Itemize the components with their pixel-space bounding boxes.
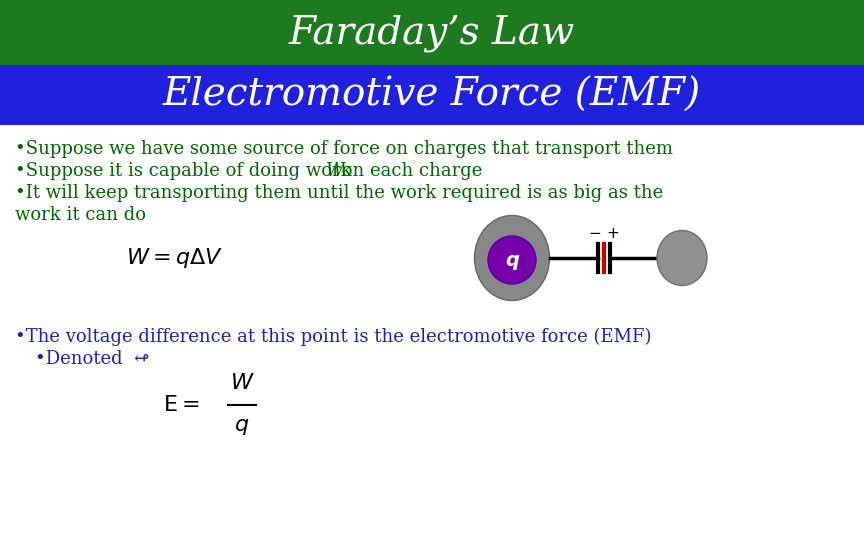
Text: Faraday’s Law: Faraday’s Law bbox=[289, 14, 575, 52]
Text: Electromotive Force (EMF): Electromotive Force (EMF) bbox=[163, 77, 701, 113]
Ellipse shape bbox=[657, 231, 707, 286]
Circle shape bbox=[488, 236, 536, 284]
Text: $q$: $q$ bbox=[234, 417, 250, 437]
Text: •Suppose it is capable of doing work: •Suppose it is capable of doing work bbox=[15, 162, 358, 180]
Text: •It will keep transporting them until the work required is as big as the: •It will keep transporting them until th… bbox=[15, 184, 664, 202]
Text: •The voltage difference at this point is the electromotive force (EMF): •The voltage difference at this point is… bbox=[15, 328, 651, 346]
Text: •Denoted  ↫: •Denoted ↫ bbox=[35, 350, 149, 368]
Text: •Suppose we have some source of force on charges that transport them: •Suppose we have some source of force on… bbox=[15, 140, 673, 158]
Text: −: − bbox=[588, 226, 601, 241]
Text: work it can do: work it can do bbox=[15, 206, 146, 224]
Text: $\mathsf{E}=$: $\mathsf{E}=$ bbox=[163, 395, 200, 415]
Text: on each charge: on each charge bbox=[336, 162, 482, 180]
Text: +: + bbox=[607, 226, 619, 241]
Text: $W = q\Delta V$: $W = q\Delta V$ bbox=[126, 246, 224, 270]
Ellipse shape bbox=[474, 215, 550, 300]
Text: W: W bbox=[326, 162, 345, 180]
Bar bbox=[0, 65, 864, 125]
Text: $W$: $W$ bbox=[230, 373, 254, 393]
Bar bbox=[0, 0, 864, 65]
Text: q: q bbox=[505, 251, 519, 269]
